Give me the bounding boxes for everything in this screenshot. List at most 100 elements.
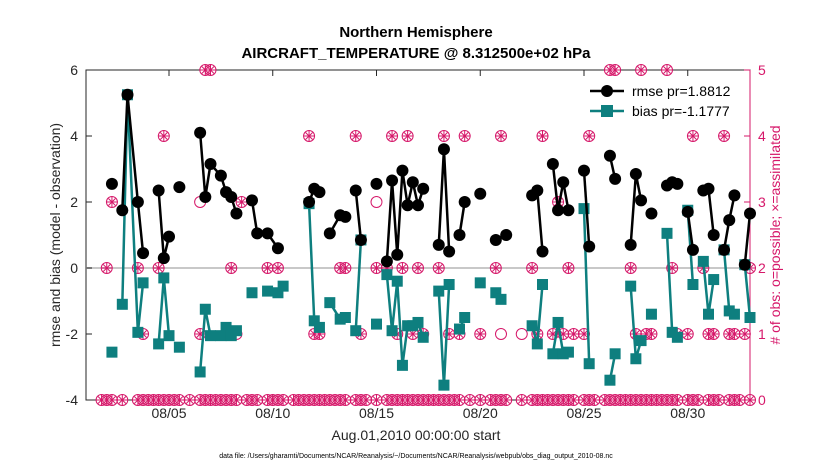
obs-marker-bottom (230, 394, 243, 406)
g-rmse-point (251, 227, 264, 240)
obs-marker-bottom (671, 394, 684, 406)
g-rmse-point (391, 248, 404, 261)
y-tick-label: 2 (70, 194, 78, 210)
obs-marker-assimilated (157, 130, 170, 142)
g-rmse-point (157, 252, 170, 265)
g-bias-point (262, 285, 274, 297)
g-bias-point (495, 293, 507, 305)
g-rmse-point (225, 191, 238, 204)
g-bias-point (604, 374, 616, 386)
g-bias-point (137, 277, 149, 289)
y-axis-ticks: -4 -2 0 2 4 6 (66, 62, 92, 408)
obs-marker-assimilated (235, 196, 248, 208)
g-rmse-point (349, 184, 362, 197)
obs-marker-bottom (183, 394, 196, 406)
g-rmse-point (603, 149, 616, 162)
g-rmse-point (214, 169, 227, 182)
obs-marker-assimilated (225, 262, 238, 274)
g-rmse-point (489, 233, 502, 246)
g-bias-point (313, 321, 325, 333)
g-bias-point (371, 318, 382, 330)
g-bias-point (454, 323, 465, 335)
g-rmse-point (723, 214, 736, 227)
g-rmse-point (246, 194, 258, 207)
g-rmse-point (432, 238, 445, 251)
obs-marker-assimilated (100, 262, 113, 274)
right-tick-label: 2 (758, 260, 766, 276)
g-rmse-point (474, 187, 487, 200)
g-rmse-point (121, 88, 134, 101)
obs-marker-possible (370, 196, 383, 208)
g-rmse-point (738, 258, 751, 271)
chart-title: Northern Hemisphere (339, 24, 492, 41)
g-bias-line (121, 94, 145, 333)
obs-marker-bottom (463, 394, 476, 406)
g-bias-point (158, 272, 170, 284)
g-bias-point (396, 359, 408, 371)
g-rmse-point (583, 240, 596, 253)
obs-marker-assimilated (707, 328, 720, 340)
legend-bias-marker (601, 105, 613, 117)
g-rmse-point (645, 207, 658, 220)
g-rmse-point (629, 167, 642, 180)
obs-marker-assimilated (339, 262, 352, 274)
g-rmse-point (131, 196, 144, 208)
g-rmse-point (406, 176, 419, 189)
g-rmse-point (437, 143, 450, 156)
obs-marker-bottom (370, 394, 383, 406)
x-tick-label: 08/15 (359, 405, 394, 421)
g-bias-point (474, 277, 486, 289)
g-rmse-point (443, 245, 456, 258)
g-rmse-point (702, 182, 715, 195)
data-file-footnote: data file: /Users/gharamti/Documents/NCA… (219, 453, 613, 460)
obs-marker-bottom (116, 394, 129, 406)
right-tick-label: 1 (758, 326, 766, 342)
legend: rmse pr=1.8812 bias pr=-1.1777 (583, 77, 745, 125)
g-bias-point (199, 303, 211, 315)
g-rmse-point (686, 243, 699, 256)
g-bias-point (116, 298, 128, 310)
g-rmse-point (370, 177, 383, 190)
obs-marker-bottom (588, 394, 601, 406)
x-axis-ticks: 08/05 08/10 08/15 08/20 08/25 08/30 (151, 70, 705, 421)
obs-marker-assimilated (271, 262, 284, 274)
obs-marker-assimilated (489, 262, 502, 274)
g-bias-point (671, 331, 683, 343)
g-bias-line (582, 208, 591, 364)
g-rmse-point (562, 204, 575, 217)
obs-marker-assimilated (105, 196, 118, 208)
g-rmse-point (635, 194, 648, 207)
g-rmse-point (323, 227, 336, 240)
g-bias-point (433, 285, 445, 297)
g-bias-point (324, 297, 336, 309)
obs-marker-assimilated (396, 262, 409, 274)
g-bias-point (459, 312, 471, 323)
g-bias-point (531, 338, 543, 350)
obs-marker-bottom (515, 394, 528, 406)
obs-marker-assimilated (624, 262, 637, 274)
obs-marker-assimilated (738, 328, 751, 340)
obs-marker-bottom (339, 394, 352, 406)
obs-marker-bottom (692, 394, 705, 406)
g-bias-line (354, 239, 363, 331)
x-tick-label: 08/05 (151, 405, 186, 421)
obs-marker-assimilated (567, 328, 580, 340)
y-tick-label: -2 (66, 326, 79, 342)
g-rmse-line (582, 170, 591, 247)
g-bias-point (173, 341, 185, 353)
g-rmse-point (116, 204, 129, 217)
g-bias-point (215, 330, 227, 342)
g-rmse-point (531, 184, 544, 197)
g-rmse-point (303, 196, 316, 208)
g-bias-point (153, 338, 165, 350)
obs-marker-assimilated (645, 328, 658, 340)
g-bias-point (708, 274, 720, 286)
g-rmse-point (552, 204, 565, 217)
legend-rmse-label: rmse pr=1.8812 (632, 83, 731, 99)
obs-marker-bottom (453, 394, 466, 406)
right-axis-label: # of obs: o=possible; ×=assimilated (767, 125, 783, 344)
g-rmse-point (194, 126, 207, 139)
chart-subtitle: AIRCRAFT_TEMPERATURE @ 8.312500e+02 hPa (241, 45, 591, 62)
obs-marker-assimilated (728, 328, 741, 340)
